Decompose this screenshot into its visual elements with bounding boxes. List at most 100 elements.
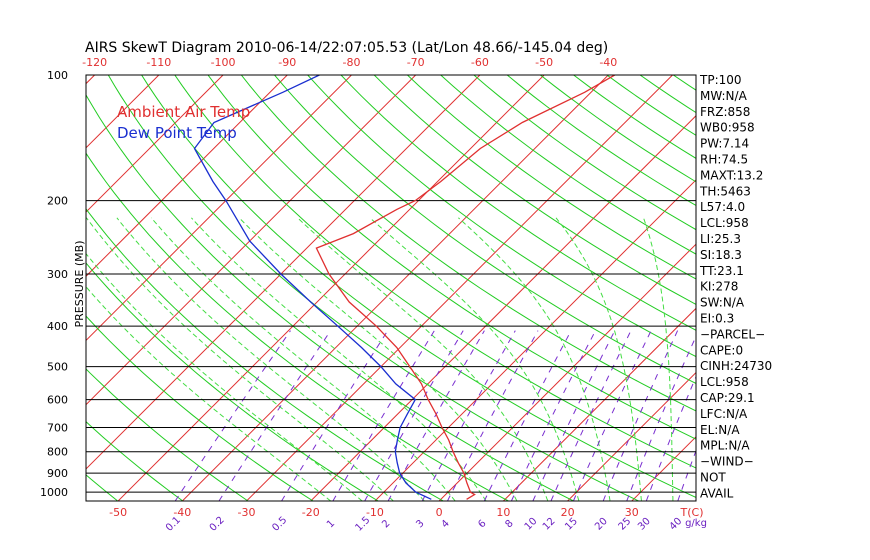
sounding-index-item: MW:N/A xyxy=(700,89,748,103)
isotherm-line xyxy=(374,179,696,501)
dry-adiabat-line xyxy=(773,75,870,501)
mixing-ratio-tick-label: 4 xyxy=(440,518,452,530)
mixing-ratio-unit-label: g/kg xyxy=(685,518,707,529)
sounding-indices-panel: TP:100 MW:N/A FRZ:858 WB0:958 PW:7.14 RH:74.5… xyxy=(699,73,772,500)
sounding-index-item: CAPE:0 xyxy=(700,343,743,357)
dry-adiabat-line xyxy=(540,75,696,183)
sounding-index-item: RH:74.5 xyxy=(700,153,748,167)
isotherm-line xyxy=(631,436,696,501)
pressure-tick-label: 500 xyxy=(47,361,68,374)
top-temperature-tick-label: -40 xyxy=(599,56,617,69)
y-axis-label: PRESSURE (MB) xyxy=(73,241,86,328)
dry-adiabat-line xyxy=(86,421,184,501)
dry-adiabat-line xyxy=(740,75,870,501)
moist-adiabat-line xyxy=(150,217,456,501)
pressure-tick-labels: 100 200 300 400 500 600 700 800 900 1000 xyxy=(40,69,68,499)
isotherm-line xyxy=(567,371,696,501)
top-temperature-tick-label: -60 xyxy=(471,56,489,69)
mixing-ratio-tick-label: 1 xyxy=(325,518,337,530)
moist-adiabat-line xyxy=(297,217,549,501)
dry-adiabat-line xyxy=(86,94,574,501)
chart-title: AIRS SkewT Diagram 2010-06-14/22:07:05.5… xyxy=(85,40,608,56)
moist-adiabat-line xyxy=(458,217,611,501)
mixing-ratio-lines xyxy=(174,330,696,501)
dry-adiabat-lines xyxy=(0,75,870,501)
isotherm-line xyxy=(0,75,30,501)
bottom-temperature-tick-label: -20 xyxy=(302,506,320,519)
isotherm-line xyxy=(86,75,417,406)
pressure-tick-label: 200 xyxy=(47,195,68,208)
sounding-profiles xyxy=(193,75,616,500)
moist-adiabat-line xyxy=(86,252,363,501)
mixing-ratio-line xyxy=(447,330,539,501)
temperature-profile-line xyxy=(315,75,616,500)
dry-adiabat-line xyxy=(240,75,696,412)
mixing-ratio-line xyxy=(364,330,464,501)
top-temperature-tick-label: -110 xyxy=(146,56,171,69)
sounding-index-item: −PARCEL− xyxy=(700,327,765,341)
sounding-index-item: WB0:958 xyxy=(700,121,755,135)
bottom-temperature-tick-labels: -50 -40 -30 -20 -10 0 10 20 30 T(C) xyxy=(109,506,703,519)
dry-adiabat-line xyxy=(174,75,696,469)
top-temperature-tick-label: -120 xyxy=(82,56,107,69)
dry-adiabat-line xyxy=(473,75,696,231)
dry-adiabat-line xyxy=(86,368,249,501)
mixing-ratio-line xyxy=(281,330,389,501)
moist-adiabat-line xyxy=(369,217,580,501)
sounding-index-item: TT:23.1 xyxy=(699,264,744,278)
dry-adiabat-line xyxy=(86,315,314,501)
mixing-ratio-line xyxy=(510,330,596,501)
pressure-tick-label: 600 xyxy=(47,394,68,407)
dry-adiabat-line xyxy=(207,75,696,440)
dry-adiabat-line xyxy=(107,75,639,501)
dry-adiabat-line xyxy=(0,75,53,501)
sounding-index-item: CAP:29.1 xyxy=(700,391,755,405)
isotherm-line xyxy=(86,75,288,277)
sounding-index-item: AVAIL xyxy=(700,486,734,500)
dry-adiabat-line xyxy=(141,75,696,499)
top-temperature-tick-label: -70 xyxy=(407,56,425,69)
isotherm-line xyxy=(438,243,696,501)
dry-adiabat-line xyxy=(639,75,696,114)
moist-adiabat-line xyxy=(86,217,394,501)
bottom-temperature-tick-label: 20 xyxy=(561,506,575,519)
pressure-tick-label: 100 xyxy=(47,69,68,82)
moist-adiabat-line xyxy=(116,217,425,501)
sounding-index-item: EL:N/A xyxy=(700,423,740,437)
sounding-index-item: LCL:958 xyxy=(700,375,749,389)
dry-adiabat-line xyxy=(440,75,696,255)
dry-adiabat-line xyxy=(373,75,696,305)
mixing-ratio-tick-label: 0.2 xyxy=(208,515,227,534)
pressure-tick-label: 700 xyxy=(47,422,68,435)
moist-adiabat-line xyxy=(555,217,642,501)
mixing-ratio-tick-label: 8 xyxy=(503,518,515,530)
bottom-temperature-tick-label: -30 xyxy=(238,506,256,519)
legend-dew-point-temp: Dew Point Temp xyxy=(117,124,237,142)
sounding-index-item: LI:25.3 xyxy=(700,232,741,246)
top-temperature-tick-label: -100 xyxy=(211,56,236,69)
mixing-ratio-line xyxy=(174,330,291,501)
mixing-ratio-tick-label: 2 xyxy=(380,518,392,530)
top-temperature-tick-label: -90 xyxy=(278,56,296,69)
pressure-tick-label: 800 xyxy=(47,446,68,459)
mixing-ratio-line xyxy=(421,330,516,501)
isotherm-line xyxy=(86,75,160,149)
dry-adiabat-line xyxy=(86,262,379,501)
isotherm-line xyxy=(86,75,481,470)
bottom-temperature-tick-label: -40 xyxy=(173,506,191,519)
sounding-index-item: TH:5463 xyxy=(699,184,751,198)
plot-frame xyxy=(85,74,697,502)
sounding-index-item: MAXT:13.2 xyxy=(700,168,763,182)
mixing-ratio-line xyxy=(532,330,616,501)
isotherm-line xyxy=(86,75,352,342)
dry-adiabat-line xyxy=(274,75,696,385)
mixing-ratio-tick-label: 6 xyxy=(476,518,488,530)
sounding-index-item: PW:7.14 xyxy=(700,137,749,151)
bottom-axis-unit-label: T(C) xyxy=(680,506,704,519)
bottom-temperature-tick-label: -10 xyxy=(366,506,384,519)
dry-adiabat-line xyxy=(573,75,696,159)
isotherm-line xyxy=(86,75,224,213)
dry-adiabat-line xyxy=(86,474,119,501)
isotherm-line xyxy=(117,75,545,501)
